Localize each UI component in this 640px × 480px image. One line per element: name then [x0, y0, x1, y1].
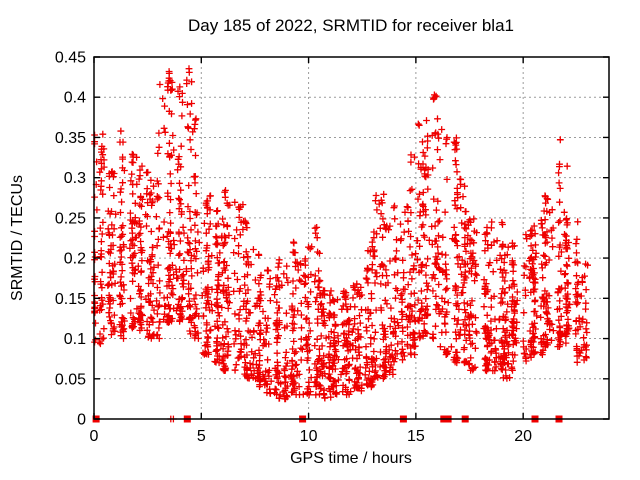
- y-tick-label: 0.2: [64, 251, 86, 268]
- y-tick-label: 0.05: [55, 371, 86, 388]
- x-tick-label: 5: [197, 428, 206, 445]
- y-tick-label: 0.25: [55, 210, 86, 227]
- chart-title: Day 185 of 2022, SRMTID for receiver bla…: [188, 16, 514, 35]
- y-tick-label: 0.4: [64, 90, 86, 107]
- x-tick-label: 0: [90, 428, 99, 445]
- x-axis-label: GPS time / hours: [290, 450, 412, 467]
- x-tick-label: 20: [514, 428, 532, 445]
- y-axis-label: SRMTID / TECUs: [9, 175, 26, 301]
- axes-and-ticks: [93, 56, 610, 420]
- x-tick-label: 15: [407, 428, 425, 445]
- grid-lines: [94, 57, 609, 419]
- grid-layer: [94, 57, 609, 419]
- x-tick-label: 10: [300, 428, 318, 445]
- y-tick-label: 0.45: [55, 50, 86, 67]
- y-tick-label: 0.15: [55, 291, 86, 308]
- y-tick-label: 0.1: [64, 331, 86, 348]
- y-tick-label: 0.35: [55, 130, 86, 147]
- y-tick-label: 0.3: [64, 170, 86, 187]
- y-tick-label: 0: [77, 412, 86, 429]
- plot-border: [93, 56, 610, 420]
- tick-labels: 0 5 10 15 20 0 0.05 0.1 0.15 0.2 0.25 0.3 0.35 0.4 0.4…: [55, 50, 532, 446]
